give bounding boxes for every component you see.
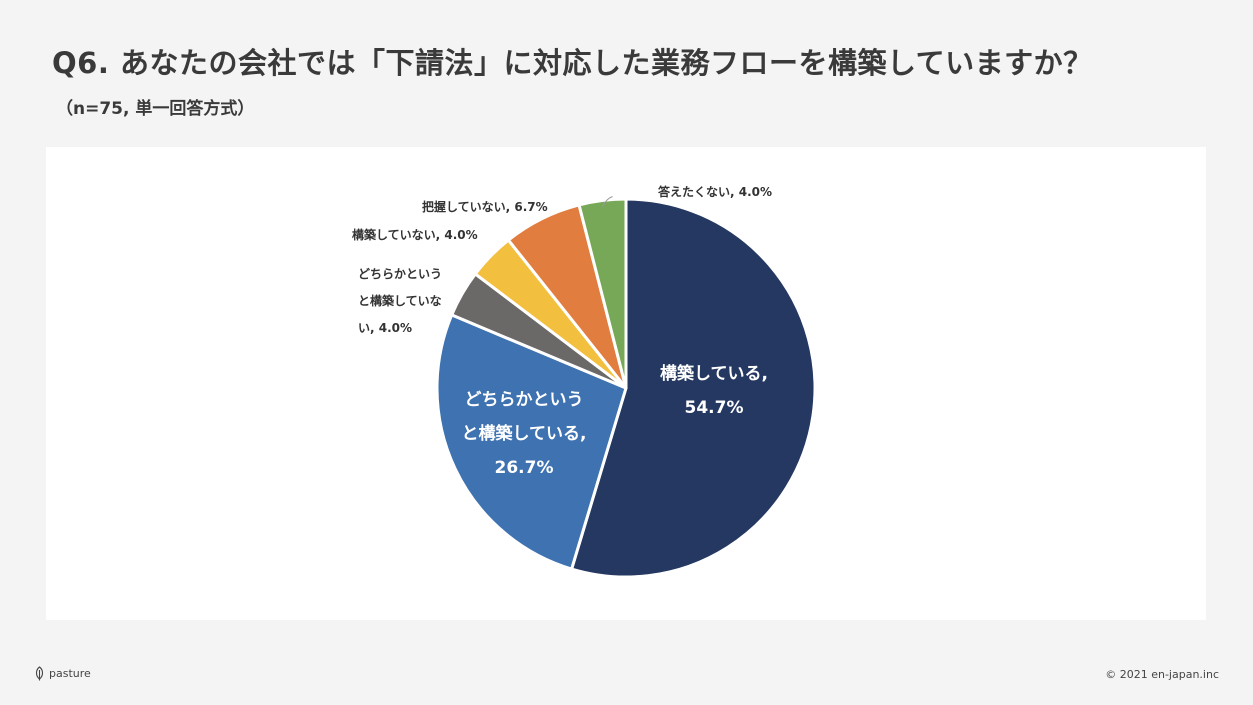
pie-label-line: 把握していない, 6.7% [422, 199, 548, 214]
page-title: Q6. あなたの会社では「下請法」に対応した業務フローを構築していますか？ [52, 46, 1093, 80]
pie-label-line: どちらかという [358, 267, 442, 281]
footer-copyright: © 2021 en-japan.inc [1105, 668, 1219, 681]
pie-slice-6 [577, 197, 628, 390]
pie-label-6: 答えたくない, 4.0% [658, 184, 772, 199]
chart-panel: 構築している, 54.7% どちらかというと構築している, 26.7% どちらかというと… [46, 147, 1206, 620]
pie-label-3: どちらかというと構築していない, 4.0% [358, 267, 442, 335]
pie-label-line: い, 4.0% [358, 321, 412, 335]
footer-logo-text: pasture [49, 667, 91, 680]
pie-label-line: 構築している, [660, 363, 768, 384]
pie-label-line: 構築していない, 4.0% [352, 227, 478, 242]
pie-label-line: と構築している, [462, 423, 587, 444]
footer-logo: pasture [34, 666, 91, 681]
pie-label-4: 構築していない, 4.0% [352, 227, 478, 242]
pie-label-2: どちらかというと構築している, 26.7% [462, 390, 587, 478]
page-subtitle: （n=75, 単一回答方式） [56, 99, 255, 119]
pie-chart: 構築している, 54.7%どちらかというと構築している, 26.7%どちらかというと… [352, 184, 817, 579]
leaf-icon [35, 666, 44, 681]
pie-label-line: どちらかという [465, 390, 584, 410]
pie-slice-1 [570, 197, 817, 579]
pie-slice-2 [435, 313, 628, 571]
pie-label-1: 構築している, 54.7% [660, 363, 768, 418]
pie-label-5: 把握していない, 6.7% [422, 199, 548, 214]
pie-label-line: 答えたくない, 4.0% [658, 184, 772, 199]
pie-label-line: 26.7% [495, 458, 554, 478]
pie-label-line: と構築していな [358, 293, 442, 308]
leader-line [602, 195, 613, 207]
pie-label-line: 54.7% [685, 398, 744, 418]
